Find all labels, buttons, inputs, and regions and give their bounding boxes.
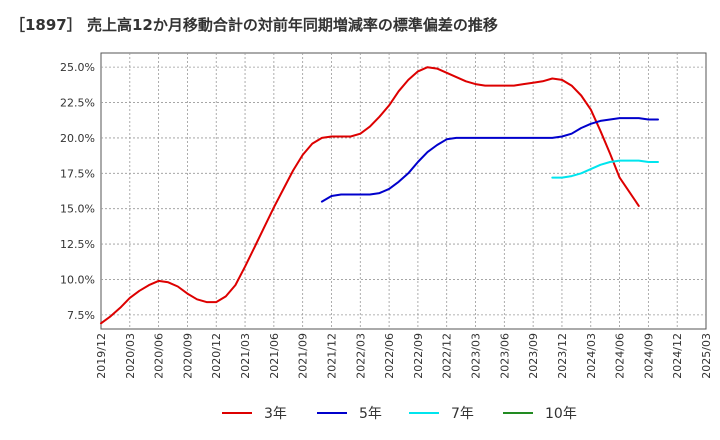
x-tick-label: 2024/09	[642, 333, 655, 379]
series-line-1	[320, 117, 659, 203]
x-tick-label: 2019/12	[95, 333, 108, 379]
series-line-0	[100, 66, 640, 325]
x-tick-label: 2021/03	[239, 333, 252, 379]
x-tick-label: 2021/09	[297, 333, 310, 379]
series-line-2	[551, 159, 659, 179]
x-tick-label: 2024/03	[585, 333, 598, 379]
series-lines	[100, 66, 659, 325]
y-tick-label: 10.0%	[60, 273, 95, 286]
x-tick-label: 2020/06	[153, 333, 166, 379]
y-tick-label: 17.5%	[60, 167, 95, 180]
grid	[101, 53, 706, 329]
y-tick-label: 7.5%	[67, 309, 95, 322]
y-tick-label: 25.0%	[60, 61, 95, 74]
x-tick-label: 2022/06	[383, 333, 396, 379]
x-tick-label: 2024/12	[671, 333, 684, 379]
legend-label-0: 3年	[264, 406, 287, 422]
x-tick-label: 2022/09	[412, 333, 425, 379]
y-tick-label: 20.0%	[60, 132, 95, 145]
y-tick-label: 15.0%	[60, 203, 95, 216]
legend-label-2: 7年	[451, 406, 474, 422]
legend-label-3: 10年	[545, 406, 577, 422]
x-tick-label: 2021/06	[268, 333, 281, 379]
legend-label-1: 5年	[359, 406, 382, 422]
x-tick-label: 2020/09	[181, 333, 194, 379]
x-tick-label: 2023/09	[527, 333, 540, 379]
x-tick-label: 2023/03	[470, 333, 483, 379]
x-tick-label: 2020/12	[210, 333, 223, 379]
y-axis: 7.5% 10.0% 12.5% 15.0% 17.5% 20.0% 22.5% 25.0%	[60, 61, 95, 322]
x-tick-label: 2025/03	[700, 333, 713, 379]
x-tick-label: 2023/06	[498, 333, 511, 379]
plot-area	[100, 52, 707, 330]
x-tick-label: 2023/12	[556, 333, 569, 379]
legend: 3年 5年 7年 10年	[222, 406, 577, 422]
y-tick-label: 22.5%	[60, 97, 95, 110]
x-axis: 2019/12 2020/03 2020/06 2020/09 2020/12 2021/…	[95, 333, 713, 379]
chart-title: ［1897］ 売上高12か月移動合計の対前年同期増減率の標準偏差の推移	[10, 16, 498, 34]
x-tick-label: 2021/12	[325, 333, 338, 379]
x-tick-label: 2024/06	[614, 333, 627, 379]
x-tick-label: 2022/12	[441, 333, 454, 379]
x-tick-label: 2020/03	[124, 333, 137, 379]
y-tick-label: 12.5%	[60, 238, 95, 251]
x-tick-label: 2022/03	[354, 333, 367, 379]
